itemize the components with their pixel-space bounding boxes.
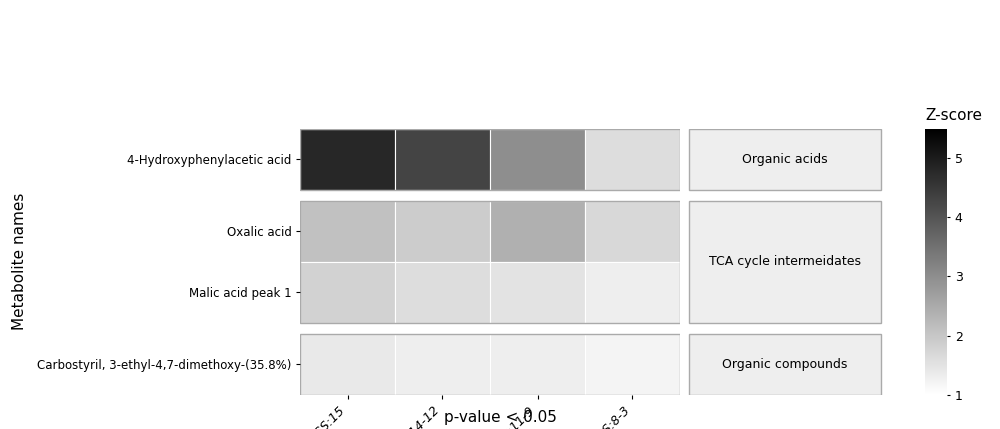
Bar — [585, 201, 680, 262]
Bar — [300, 129, 680, 190]
Bar — [300, 201, 680, 323]
Bar — [490, 129, 585, 190]
Text: Metabolite names: Metabolite names — [12, 193, 28, 330]
Bar — [689, 201, 881, 323]
Text: Z-score: Z-score — [925, 109, 982, 124]
Bar — [395, 262, 490, 323]
Bar — [300, 334, 680, 395]
Bar — [395, 129, 490, 190]
Text: Organic acids: Organic acids — [742, 153, 828, 166]
Text: p-value < 0.05: p-value < 0.05 — [444, 410, 556, 425]
Bar — [300, 129, 395, 190]
Text: TCA cycle intermeidates: TCA cycle intermeidates — [709, 255, 861, 268]
Bar — [395, 201, 490, 262]
Bar — [585, 262, 680, 323]
Bar — [395, 334, 490, 395]
Bar — [490, 262, 585, 323]
Bar — [300, 201, 395, 262]
Bar — [585, 334, 680, 395]
Bar — [585, 129, 680, 190]
Bar — [689, 129, 881, 190]
Text: Organic compounds: Organic compounds — [722, 358, 848, 371]
Bar — [490, 334, 585, 395]
Bar — [300, 262, 395, 323]
Bar — [689, 334, 881, 395]
Bar — [300, 334, 395, 395]
Bar — [490, 201, 585, 262]
